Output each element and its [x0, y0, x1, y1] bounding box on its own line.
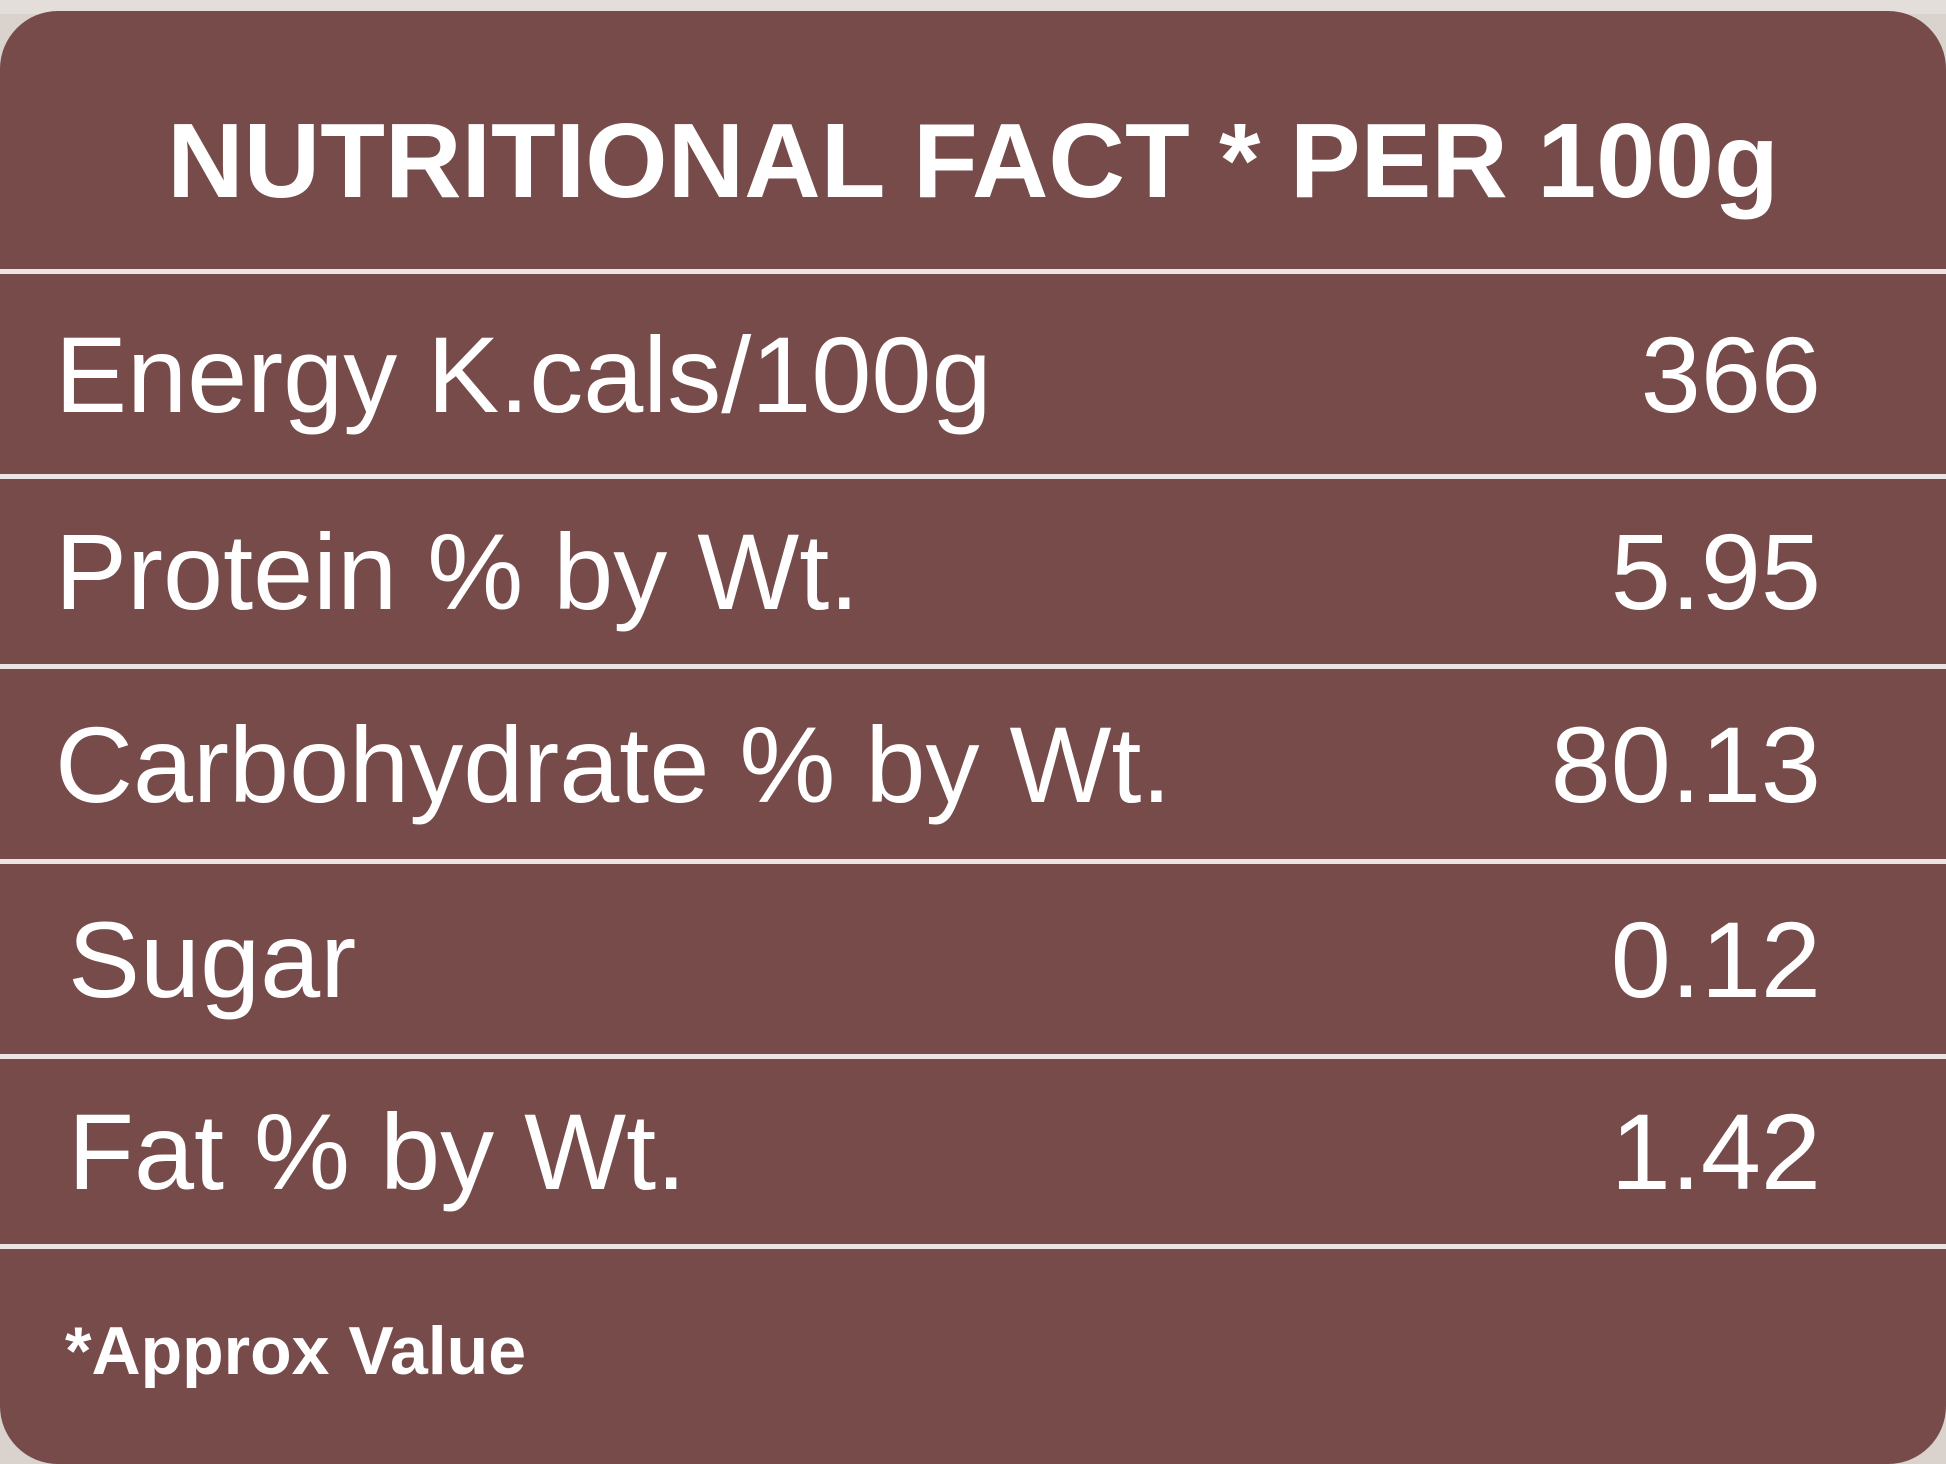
row-divider — [0, 474, 1946, 479]
row-label: Protein % by Wt. — [55, 511, 860, 632]
row-value: 5.95 — [1610, 511, 1821, 632]
table-row-carbohydrate: Carbohydrate % by Wt. 80.13 — [0, 669, 1946, 859]
row-divider — [0, 1244, 1946, 1249]
row-divider — [0, 269, 1946, 274]
row-value: 0.12 — [1610, 898, 1821, 1020]
row-label: Fat % by Wt. — [68, 1091, 687, 1212]
row-value: 366 — [1640, 313, 1821, 435]
row-label: Energy K.cals/100g — [55, 313, 992, 435]
table-row-energy: Energy K.cals/100g 366 — [0, 274, 1946, 474]
table-row-fat: Fat % by Wt. 1.42 — [0, 1059, 1946, 1244]
row-value: 80.13 — [1550, 703, 1821, 825]
table-row-protein: Protein % by Wt. 5.95 — [0, 479, 1946, 664]
footnote: *Approx Value — [65, 1313, 527, 1389]
row-divider — [0, 859, 1946, 864]
row-value: 1.42 — [1610, 1091, 1821, 1212]
table-title: NUTRITIONAL FACT * PER 100g — [167, 102, 1779, 220]
nutrition-facts-card: NUTRITIONAL FACT * PER 100g Energy K.cal… — [0, 11, 1946, 1464]
table-row-sugar: Sugar 0.12 — [0, 864, 1946, 1054]
background-strip — [0, 0, 1946, 14]
row-label: Sugar — [68, 898, 357, 1020]
row-divider — [0, 1054, 1946, 1059]
row-divider — [0, 664, 1946, 669]
row-label: Carbohydrate % by Wt. — [55, 703, 1172, 825]
